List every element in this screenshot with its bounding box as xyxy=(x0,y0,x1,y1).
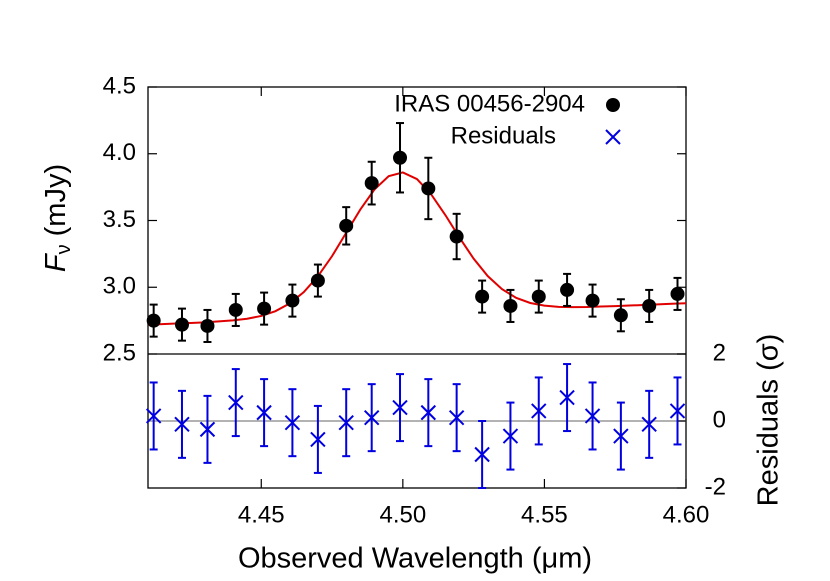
residual-point xyxy=(199,421,216,438)
residual-point xyxy=(363,409,380,426)
residual-point xyxy=(420,404,437,421)
data-point xyxy=(339,218,354,233)
residual-point xyxy=(256,404,272,421)
data-point xyxy=(585,293,600,308)
residual-point xyxy=(584,408,601,424)
residual-point xyxy=(474,446,490,463)
data-point xyxy=(285,293,300,308)
data-point xyxy=(670,286,685,301)
y2-tick-label: 2 xyxy=(713,339,726,366)
residual-point xyxy=(284,414,301,431)
residual-point xyxy=(641,416,657,433)
x-tick-label: 4.45 xyxy=(238,501,285,528)
residual-point xyxy=(338,414,354,431)
residual-point xyxy=(310,431,326,448)
y2-tick-label: -2 xyxy=(705,473,726,500)
y-label-symbol: F xyxy=(40,252,72,272)
legend-marker xyxy=(606,98,620,112)
x-axis-label: Observed Wavelength (μm) xyxy=(238,543,592,575)
residual-point xyxy=(145,408,162,424)
data-point xyxy=(560,282,575,297)
residual-point xyxy=(392,399,408,416)
residual-point xyxy=(669,403,686,419)
y-tick-label: 2.5 xyxy=(103,339,136,366)
data-point xyxy=(531,289,546,304)
y2-tick-label: 0 xyxy=(713,406,726,433)
data-point xyxy=(146,313,161,328)
legend-label: Residuals xyxy=(451,122,556,149)
data-point xyxy=(364,176,379,191)
legend-marker xyxy=(605,129,621,145)
data-point xyxy=(503,298,518,313)
y-tick-label: 4.0 xyxy=(103,139,136,166)
residual-point xyxy=(228,394,244,411)
data-point xyxy=(257,301,272,316)
data-point xyxy=(475,289,490,304)
y-label-subscript: ν xyxy=(53,244,75,254)
x-tick-label: 4.60 xyxy=(663,501,710,528)
y2-axis-label: Residuals (σ) xyxy=(753,334,785,507)
y-tick-label: 3.0 xyxy=(103,273,136,300)
y-tick-label: 4.5 xyxy=(103,72,136,99)
data-point xyxy=(642,298,657,313)
y-axis-label: Fν (mJy) xyxy=(40,164,76,272)
residual-point xyxy=(559,389,575,406)
legend-label: IRAS 00456-2904 xyxy=(394,90,585,117)
residual-point xyxy=(448,409,465,426)
data-point xyxy=(200,318,215,333)
fit-curve xyxy=(147,171,687,326)
residual-point xyxy=(531,403,547,419)
residual-point xyxy=(502,428,519,444)
data-point xyxy=(228,302,243,317)
data-point xyxy=(421,181,436,196)
plot-frame xyxy=(147,86,687,489)
data-point xyxy=(174,317,189,332)
x-tick-label: 4.50 xyxy=(379,501,426,528)
data-point xyxy=(310,273,325,288)
residual-point xyxy=(174,416,190,433)
data-point xyxy=(449,229,464,244)
y-tick-label: 3.5 xyxy=(103,206,136,233)
residual-point xyxy=(613,428,629,444)
data-point xyxy=(393,150,408,165)
y-label-unit: (mJy) xyxy=(40,164,72,236)
x-tick-label: 4.55 xyxy=(521,501,568,528)
data-point xyxy=(613,308,628,323)
